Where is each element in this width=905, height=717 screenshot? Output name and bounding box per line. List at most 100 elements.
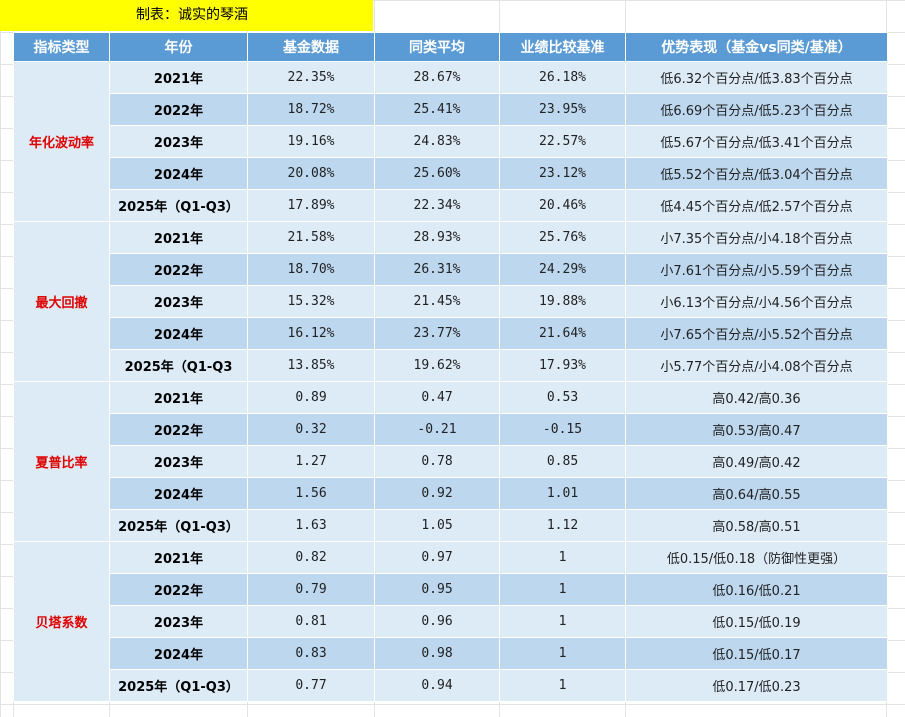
year-cell[interactable]: 2021年 bbox=[109, 61, 248, 94]
advantage-cell[interactable]: 低0.15/低0.19 bbox=[625, 605, 888, 638]
peer-average-cell[interactable]: 19.62% bbox=[374, 349, 500, 382]
advantage-cell[interactable]: 高0.42/高0.36 bbox=[625, 381, 888, 414]
fund-value-cell[interactable]: 0.32 bbox=[247, 413, 375, 446]
year-cell[interactable]: 2023年 bbox=[109, 445, 248, 478]
benchmark-cell[interactable]: 19.88% bbox=[499, 285, 626, 318]
year-cell[interactable]: 2025年（Q1-Q3） bbox=[109, 189, 248, 222]
advantage-cell[interactable]: 低5.67个百分点/低3.41个百分点 bbox=[625, 125, 888, 158]
advantage-cell[interactable]: 小7.65个百分点/小5.52个百分点 bbox=[625, 317, 888, 350]
year-cell[interactable]: 2023年 bbox=[109, 605, 248, 638]
advantage-cell[interactable]: 低0.17/低0.23 bbox=[625, 669, 888, 702]
benchmark-cell[interactable]: 26.18% bbox=[499, 61, 626, 94]
advantage-cell[interactable]: 小6.13个百分点/小4.56个百分点 bbox=[625, 285, 888, 318]
peer-average-cell[interactable]: 0.96 bbox=[374, 605, 500, 638]
benchmark-cell[interactable]: 1 bbox=[499, 669, 626, 702]
peer-average-cell[interactable]: 21.45% bbox=[374, 285, 500, 318]
metric-category-cell[interactable]: 贝塔系数 bbox=[13, 541, 110, 702]
advantage-cell[interactable]: 高0.49/高0.42 bbox=[625, 445, 888, 478]
author-banner[interactable]: 制表：诚实的琴酒 bbox=[0, 0, 373, 31]
advantage-cell[interactable]: 低6.32个百分点/低3.83个百分点 bbox=[625, 61, 888, 94]
peer-average-cell[interactable]: -0.21 bbox=[374, 413, 500, 446]
fund-value-cell[interactable]: 20.08% bbox=[247, 157, 375, 190]
year-cell[interactable]: 2022年 bbox=[109, 573, 248, 606]
year-cell[interactable]: 2022年 bbox=[109, 93, 248, 126]
peer-average-cell[interactable]: 25.60% bbox=[374, 157, 500, 190]
metric-category-cell[interactable]: 年化波动率 bbox=[13, 61, 110, 222]
advantage-cell[interactable]: 低6.69个百分点/低5.23个百分点 bbox=[625, 93, 888, 126]
advantage-cell[interactable]: 小7.35个百分点/小4.18个百分点 bbox=[625, 221, 888, 254]
advantage-cell[interactable]: 高0.58/高0.51 bbox=[625, 509, 888, 542]
peer-average-cell[interactable]: 25.41% bbox=[374, 93, 500, 126]
year-cell[interactable]: 2025年（Q1-Q3） bbox=[109, 509, 248, 542]
peer-average-cell[interactable]: 0.92 bbox=[374, 477, 500, 510]
peer-average-cell[interactable]: 24.83% bbox=[374, 125, 500, 158]
metric-category-cell[interactable]: 夏普比率 bbox=[13, 381, 110, 542]
peer-average-cell[interactable]: 0.94 bbox=[374, 669, 500, 702]
peer-average-cell[interactable]: 28.93% bbox=[374, 221, 500, 254]
fund-value-cell[interactable]: 17.89% bbox=[247, 189, 375, 222]
year-cell[interactable]: 2021年 bbox=[109, 221, 248, 254]
benchmark-cell[interactable]: 23.12% bbox=[499, 157, 626, 190]
benchmark-cell[interactable]: 1 bbox=[499, 605, 626, 638]
fund-value-cell[interactable]: 18.70% bbox=[247, 253, 375, 286]
peer-average-cell[interactable]: 0.78 bbox=[374, 445, 500, 478]
year-cell[interactable]: 2022年 bbox=[109, 413, 248, 446]
header-year[interactable]: 年份 bbox=[109, 32, 248, 62]
fund-value-cell[interactable]: 21.58% bbox=[247, 221, 375, 254]
metric-category-cell[interactable]: 最大回撤 bbox=[13, 221, 110, 382]
fund-value-cell[interactable]: 0.89 bbox=[247, 381, 375, 414]
benchmark-cell[interactable]: 25.76% bbox=[499, 221, 626, 254]
fund-value-cell[interactable]: 1.27 bbox=[247, 445, 375, 478]
header-benchmark[interactable]: 业绩比较基准 bbox=[499, 32, 626, 62]
year-cell[interactable]: 2024年 bbox=[109, 157, 248, 190]
year-cell[interactable]: 2024年 bbox=[109, 477, 248, 510]
year-cell[interactable]: 2021年 bbox=[109, 541, 248, 574]
peer-average-cell[interactable]: 22.34% bbox=[374, 189, 500, 222]
fund-value-cell[interactable]: 22.35% bbox=[247, 61, 375, 94]
benchmark-cell[interactable]: -0.15 bbox=[499, 413, 626, 446]
advantage-cell[interactable]: 小5.77个百分点/小4.08个百分点 bbox=[625, 349, 888, 382]
advantage-cell[interactable]: 小7.61个百分点/小5.59个百分点 bbox=[625, 253, 888, 286]
benchmark-cell[interactable]: 24.29% bbox=[499, 253, 626, 286]
benchmark-cell[interactable]: 1 bbox=[499, 637, 626, 670]
peer-average-cell[interactable]: 23.77% bbox=[374, 317, 500, 350]
peer-average-cell[interactable]: 0.47 bbox=[374, 381, 500, 414]
benchmark-cell[interactable]: 1 bbox=[499, 541, 626, 574]
year-cell[interactable]: 2023年 bbox=[109, 285, 248, 318]
year-cell[interactable]: 2025年（Q1-Q3 bbox=[109, 349, 248, 382]
year-cell[interactable]: 2024年 bbox=[109, 317, 248, 350]
peer-average-cell[interactable]: 26.31% bbox=[374, 253, 500, 286]
year-cell[interactable]: 2024年 bbox=[109, 637, 248, 670]
advantage-cell[interactable]: 低0.15/低0.17 bbox=[625, 637, 888, 670]
benchmark-cell[interactable]: 0.85 bbox=[499, 445, 626, 478]
fund-value-cell[interactable]: 1.56 bbox=[247, 477, 375, 510]
advantage-cell[interactable]: 低0.16/低0.21 bbox=[625, 573, 888, 606]
year-cell[interactable]: 2021年 bbox=[109, 381, 248, 414]
fund-value-cell[interactable]: 1.63 bbox=[247, 509, 375, 542]
header-metric-type[interactable]: 指标类型 bbox=[13, 32, 110, 62]
fund-value-cell[interactable]: 13.85% bbox=[247, 349, 375, 382]
benchmark-cell[interactable]: 22.57% bbox=[499, 125, 626, 158]
benchmark-cell[interactable]: 23.95% bbox=[499, 93, 626, 126]
advantage-cell[interactable]: 低5.52个百分点/低3.04个百分点 bbox=[625, 157, 888, 190]
fund-value-cell[interactable]: 0.79 bbox=[247, 573, 375, 606]
benchmark-cell[interactable]: 21.64% bbox=[499, 317, 626, 350]
peer-average-cell[interactable]: 0.95 bbox=[374, 573, 500, 606]
benchmark-cell[interactable]: 1 bbox=[499, 573, 626, 606]
fund-value-cell[interactable]: 0.77 bbox=[247, 669, 375, 702]
advantage-cell[interactable]: 低4.45个百分点/低2.57个百分点 bbox=[625, 189, 888, 222]
peer-average-cell[interactable]: 0.97 bbox=[374, 541, 500, 574]
benchmark-cell[interactable]: 17.93% bbox=[499, 349, 626, 382]
advantage-cell[interactable]: 低0.15/低0.18（防御性更强） bbox=[625, 541, 888, 574]
year-cell[interactable]: 2022年 bbox=[109, 253, 248, 286]
benchmark-cell[interactable]: 1.01 bbox=[499, 477, 626, 510]
header-advantage[interactable]: 优势表现（基金vs同类/基准） bbox=[625, 32, 888, 62]
peer-average-cell[interactable]: 1.05 bbox=[374, 509, 500, 542]
year-cell[interactable]: 2023年 bbox=[109, 125, 248, 158]
fund-value-cell[interactable]: 0.82 bbox=[247, 541, 375, 574]
fund-value-cell[interactable]: 0.83 bbox=[247, 637, 375, 670]
benchmark-cell[interactable]: 0.53 bbox=[499, 381, 626, 414]
advantage-cell[interactable]: 高0.53/高0.47 bbox=[625, 413, 888, 446]
fund-value-cell[interactable]: 15.32% bbox=[247, 285, 375, 318]
year-cell[interactable]: 2025年（Q1-Q3） bbox=[109, 669, 248, 702]
